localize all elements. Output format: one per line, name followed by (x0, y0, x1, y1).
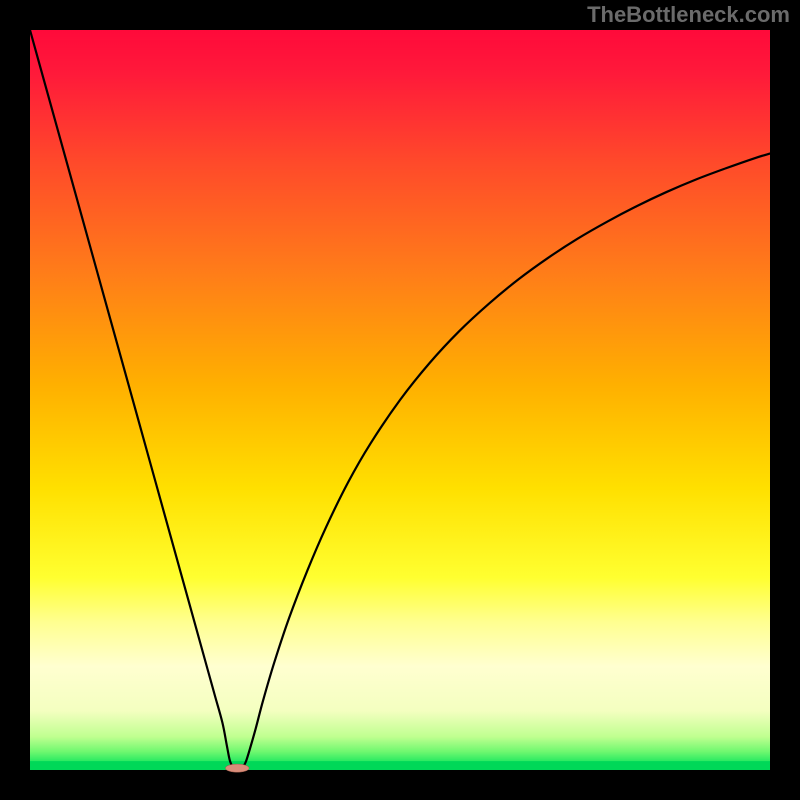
chart-container: TheBottleneck.com (0, 0, 800, 800)
baseline-strip (30, 761, 770, 770)
optimal-point-marker (225, 764, 249, 772)
watermark-label: TheBottleneck.com (587, 2, 790, 28)
bottleneck-chart (0, 0, 800, 800)
